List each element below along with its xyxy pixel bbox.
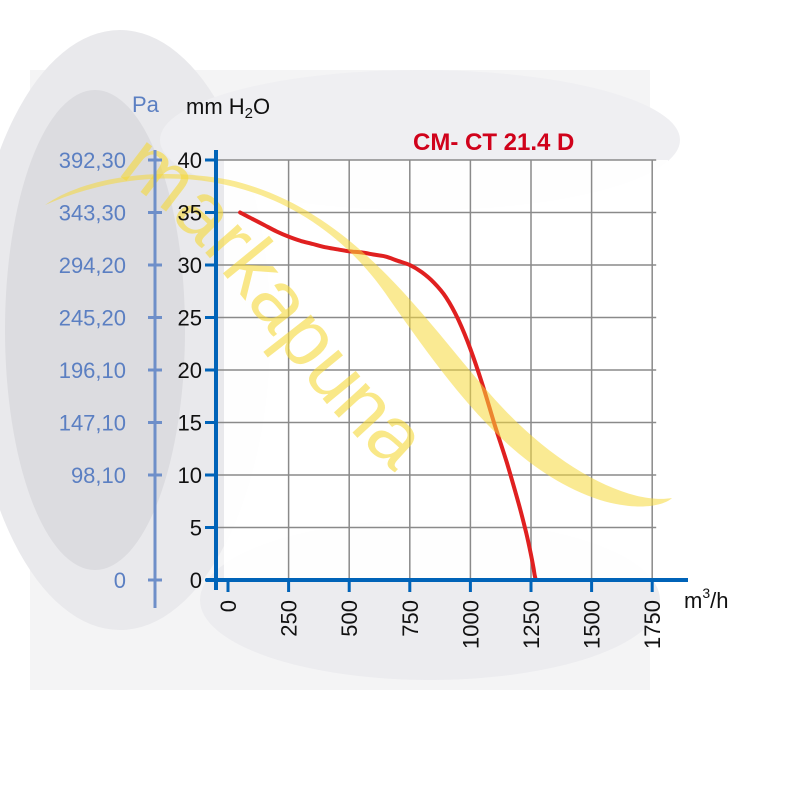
mm-unit-label: mm H2O bbox=[186, 94, 270, 122]
watermark-swoosh bbox=[45, 174, 672, 507]
mm-tick-label: 10 bbox=[178, 463, 202, 488]
pa-tick-label: 294,20 bbox=[59, 253, 126, 278]
mm-tick-label: 15 bbox=[178, 411, 202, 436]
chart-title: CM- CT 21.4 D bbox=[413, 129, 574, 156]
y-ticks: 0 5 10 15 20 25 30 35 40 bbox=[178, 148, 216, 593]
pa-tick-label: 343,30 bbox=[59, 201, 126, 226]
x-tick-label: 250 bbox=[277, 600, 302, 637]
x-tick-label: 1750 bbox=[640, 600, 665, 649]
x-tick-label: 1500 bbox=[580, 600, 605, 649]
x-tick-label: 0 bbox=[216, 600, 241, 612]
pa-ticks: 0 98,10 147,10 196,10 245,20 294,20 343,30 392,… bbox=[59, 148, 162, 593]
pa-tick-label: 0 bbox=[114, 568, 126, 593]
pa-tick-label: 98,10 bbox=[71, 463, 126, 488]
pa-tick-label: 196,10 bbox=[59, 358, 126, 383]
x-unit-label: m3/h bbox=[684, 585, 728, 613]
mm-tick-label: 20 bbox=[178, 358, 202, 383]
pa-tick-label: 147,10 bbox=[59, 411, 126, 436]
mm-tick-label: 35 bbox=[178, 201, 202, 226]
grid-lines bbox=[216, 159, 657, 580]
mm-tick-label: 40 bbox=[178, 148, 202, 173]
mm-tick-label: 5 bbox=[190, 516, 202, 541]
x-tick-label: 1250 bbox=[519, 600, 544, 649]
pa-tick-label: 245,20 bbox=[59, 306, 126, 331]
pressure-curve-line bbox=[238, 210, 538, 582]
x-tick-label: 1000 bbox=[458, 600, 483, 649]
pa-unit-label: Pa bbox=[132, 92, 160, 117]
x-ticks: 0 250 500 750 1000 1250 1500 1750 bbox=[216, 580, 665, 649]
x-tick-label: 750 bbox=[398, 600, 423, 637]
pa-tick-label: 392,30 bbox=[59, 148, 126, 173]
mm-tick-label: 25 bbox=[178, 306, 202, 331]
mm-tick-label: 30 bbox=[178, 253, 202, 278]
mm-tick-label: 0 bbox=[190, 568, 202, 593]
x-tick-label: 500 bbox=[337, 600, 362, 637]
